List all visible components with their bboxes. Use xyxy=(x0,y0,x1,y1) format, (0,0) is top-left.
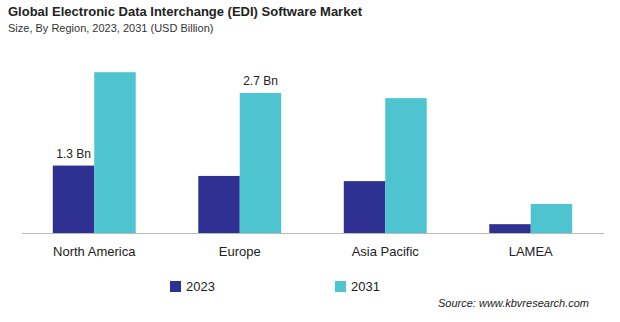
tick: Europe xyxy=(219,244,261,259)
tick: LAMEA xyxy=(509,244,553,259)
tick: Asia Pacific xyxy=(352,244,420,259)
title: Global Electronic Data Interchange (EDI)… xyxy=(8,4,363,19)
bar xyxy=(344,181,385,233)
legend-swatch xyxy=(335,281,346,292)
tick: North America xyxy=(53,244,136,259)
bars xyxy=(53,72,572,233)
data-label: 1.3 Bn xyxy=(56,147,91,161)
source: Source: www.kbvresearch.com xyxy=(438,297,589,309)
bar xyxy=(53,166,94,233)
legend-label: 2031 xyxy=(351,279,380,294)
bar xyxy=(94,72,135,233)
subtitle: Size, By Region, 2023, 2031 (USD Billion… xyxy=(8,22,213,34)
x-axis: North America Europe Asia Pacific LAMEA xyxy=(22,234,604,260)
bar xyxy=(385,98,426,233)
legend: 2023 2031 xyxy=(170,279,380,294)
tick-label: LAMEA xyxy=(509,244,553,259)
data-label: 2.7 Bn xyxy=(243,74,278,88)
legend-label: 2023 xyxy=(186,279,215,294)
bar xyxy=(240,93,281,233)
bar xyxy=(531,204,572,233)
tick-label: North America xyxy=(53,244,136,259)
legend-swatch xyxy=(170,281,181,292)
bar xyxy=(198,176,239,233)
baseline xyxy=(22,233,604,234)
bar xyxy=(489,224,530,233)
tick-label: Asia Pacific xyxy=(352,244,420,259)
tick-label: Europe xyxy=(219,244,261,259)
chart: Global Electronic Data Interchange (EDI)… xyxy=(0,0,620,322)
